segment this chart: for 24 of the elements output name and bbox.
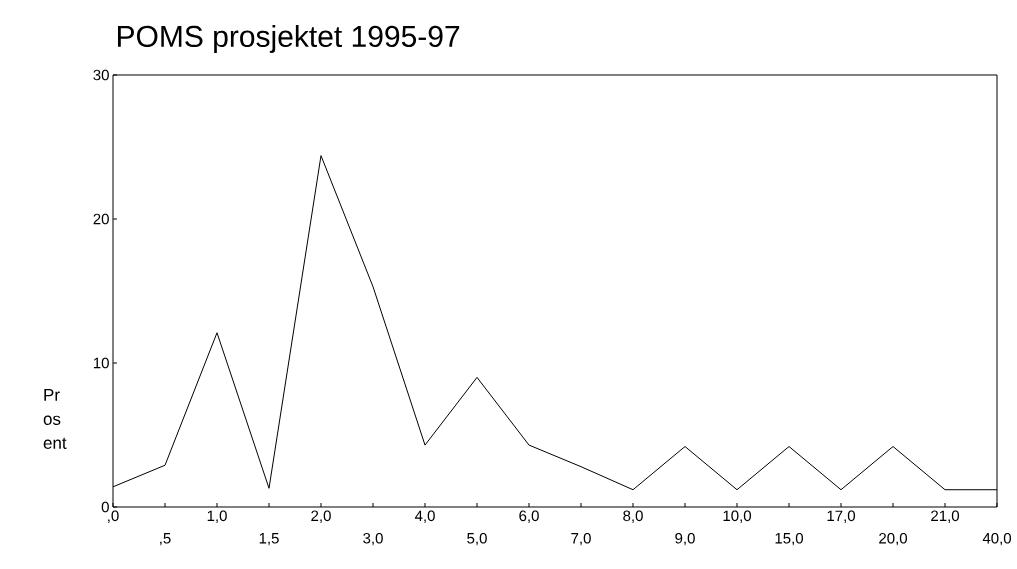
x-tick-label: 15,0 xyxy=(775,532,804,546)
y-tick-label: 30 xyxy=(93,69,109,81)
x-tick-label: 10,0 xyxy=(723,510,752,523)
x-tick-label: ,5 xyxy=(160,533,171,546)
y-tick-label: 10 xyxy=(93,357,109,369)
x-tick-label: 5,0 xyxy=(467,532,487,546)
x-tick-label: 9,0 xyxy=(675,532,695,546)
x-tick-label: 1,5 xyxy=(259,533,279,546)
x-tick-label: 8,0 xyxy=(623,510,643,523)
y-axis-title: Pr os ent xyxy=(43,389,67,449)
x-tick-label: 7,0 xyxy=(571,532,591,546)
x-tick-label: 1,0 xyxy=(207,510,227,523)
chart-title: POMS prosjektet 1995-97 xyxy=(117,25,460,53)
x-tick-label: 4,0 xyxy=(414,510,435,523)
x-tick-label: 40,0 xyxy=(982,532,1012,546)
x-tick-label: 3,0 xyxy=(363,532,383,546)
y-tick-label: 20 xyxy=(93,213,109,225)
x-tick-label: 20,0 xyxy=(879,532,908,546)
x-tick-label: 17,0 xyxy=(827,510,856,523)
y-tick-label: 0 xyxy=(101,501,109,513)
x-tick-label: ,0 xyxy=(108,510,119,523)
x-tick-label: 2,0 xyxy=(311,510,331,523)
x-tick-label: 6,0 xyxy=(519,510,539,523)
x-tick-label: 21,0 xyxy=(931,510,960,523)
